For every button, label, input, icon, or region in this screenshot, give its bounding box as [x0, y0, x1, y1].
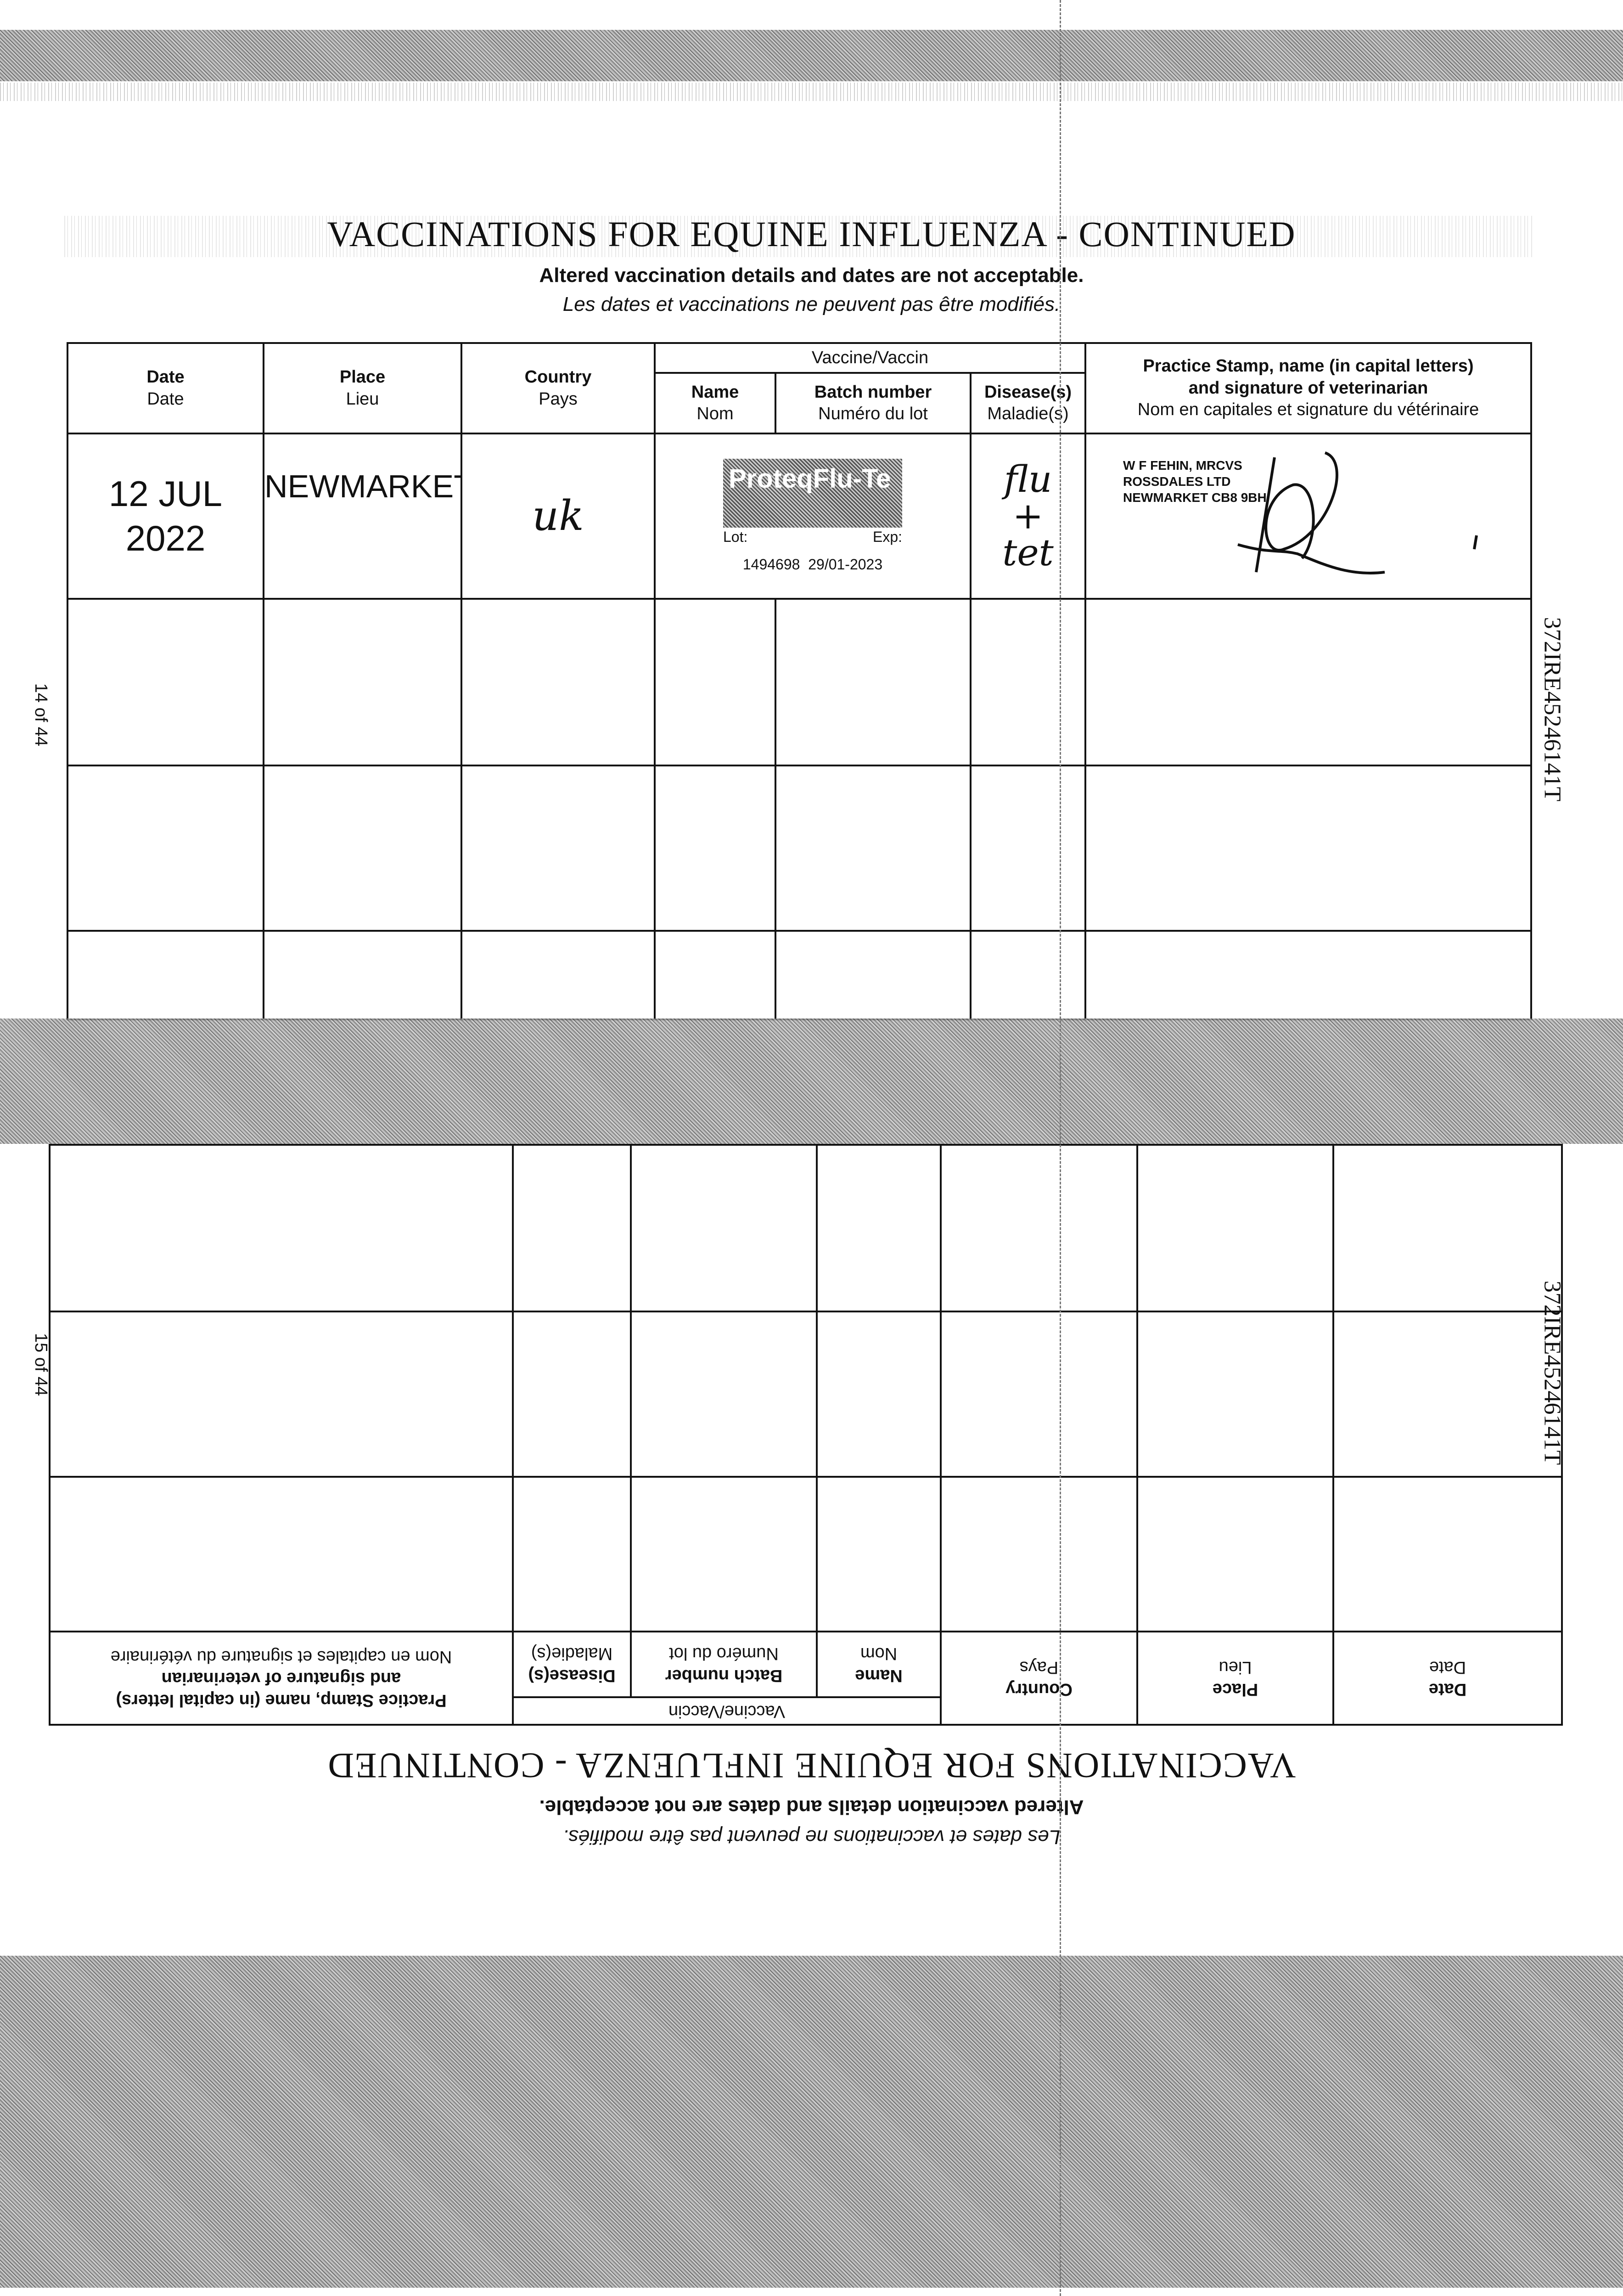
header-disease: Disease(s) Maladie(s) — [513, 1632, 631, 1697]
header-batch: Batch number Numéro du lot — [775, 372, 972, 434]
header-stamp: Practice Stamp, name (in capital letters… — [1084, 342, 1533, 434]
header-vaccine: Vaccine/Vaccin — [513, 1697, 941, 1725]
header-country: Country Pays — [461, 342, 656, 434]
header-batch: Batch number Numéro du lot — [631, 1632, 817, 1697]
label-lot: Lot: — [723, 529, 748, 545]
expiry-date: 29/01-2023 — [808, 556, 883, 573]
header-disease: Disease(s) Maladie(s) — [969, 372, 1087, 434]
header-name: Name Nom — [654, 372, 776, 434]
inverted-heading: VACCINATIONS FOR EQUINE INFLUENZA - CONT… — [0, 1736, 1623, 1855]
table-row — [67, 598, 1533, 766]
entry-country: uk — [461, 433, 656, 600]
notice-french: Les dates et vaccinations ne peuvent pas… — [562, 293, 1061, 315]
table-row — [67, 765, 1533, 932]
vaccination-table-inverted: Date Date Place Lieu Country Pays Vaccine/V… — [49, 1144, 1563, 1726]
notice-french-inverted: Les dates et vaccinations ne peuvent pas… — [562, 1826, 1061, 1848]
header-place: Place Lieu — [263, 342, 462, 434]
entry-place: NEWMARKET — [263, 433, 462, 600]
table-row: 12 JUL 2022 NEWMARKET uk ProteqFlu-Te Lo… — [67, 433, 1533, 600]
scan-shading-bottom — [0, 1956, 1623, 2288]
title-shading — [64, 216, 1533, 257]
entry-vaccine: ProteqFlu-Te Lot: Exp: 1494698 29/01-2023 — [654, 433, 972, 600]
entry-disease: flu + tet — [969, 433, 1087, 600]
header-stamp: Practice Stamp, name (in capital letters… — [50, 1632, 513, 1725]
label-exp: Exp: — [872, 529, 902, 545]
fold-line — [1060, 0, 1061, 2296]
header-date: Date Date — [1333, 1632, 1562, 1725]
header-vaccine: Vaccine/Vaccin — [653, 342, 1087, 374]
veterinarian-signature — [1237, 451, 1478, 574]
page-title-inverted: VACCINATIONS FOR EQUINE INFLUENZA - CONT… — [327, 1746, 1296, 1786]
header-date: Date Date — [67, 342, 264, 434]
entry-date: 12 JUL 2022 — [67, 433, 264, 600]
page-title: VACCINATIONS FOR EQUINE INFLUENZA - CONT… — [327, 214, 1296, 254]
table-row — [50, 1145, 1562, 1311]
page-number-top: 14 of 44 — [31, 683, 51, 747]
passport-id-top: 372IRE45246141T — [1539, 617, 1566, 802]
passport-id-bottom: 372IRE45246141T — [1539, 1280, 1566, 1465]
vaccine-label-sticker: ProteqFlu-Te — [723, 459, 902, 528]
header-country: Country Pays — [941, 1632, 1138, 1725]
notice-english: Altered vaccination details and dates ar… — [539, 264, 1084, 287]
notice-english-inverted: Altered vaccination details and dates ar… — [539, 1796, 1084, 1818]
entry-stamp: W F FEHIN, MRCVS ROSSDALES LTD NEWMARKET C… — [1084, 433, 1533, 600]
header-name: Name Nom — [817, 1632, 941, 1697]
table-row — [50, 1311, 1562, 1477]
page-number-bottom: 15 of 44 — [31, 1333, 51, 1396]
batch-number: 1494698 — [742, 556, 800, 573]
header-place: Place Lieu — [1137, 1632, 1334, 1725]
scan-shading-top — [0, 30, 1623, 81]
vaccination-table: Date Date Place Lieu Country Pays Vaccine/V… — [67, 342, 1533, 1020]
table-row — [67, 930, 1533, 1020]
scan-shading-middle-overlay — [0, 1019, 1623, 1144]
scan-noise — [0, 83, 1623, 101]
table-row — [50, 1477, 1562, 1632]
